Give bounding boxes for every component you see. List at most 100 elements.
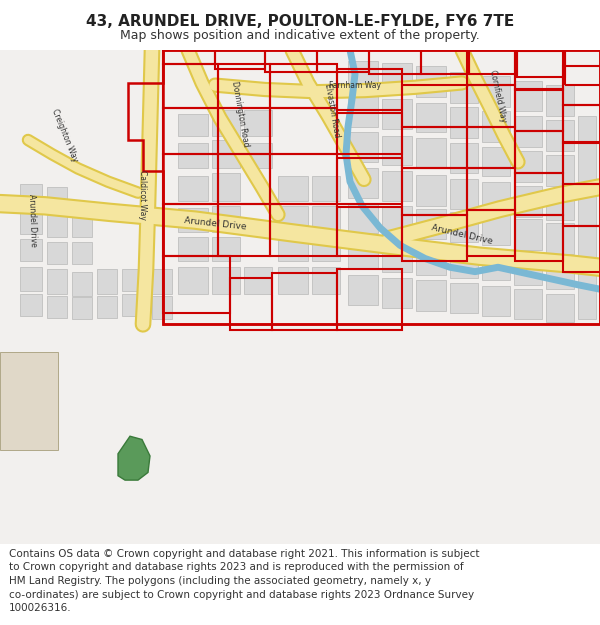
- Polygon shape: [212, 111, 240, 136]
- Text: Cornfield Way: Cornfield Way: [488, 69, 508, 123]
- Bar: [467, 169, 515, 210]
- Polygon shape: [20, 184, 42, 206]
- Bar: [218, 204, 270, 256]
- Polygon shape: [482, 250, 510, 281]
- Polygon shape: [382, 206, 412, 236]
- Polygon shape: [382, 171, 412, 201]
- Polygon shape: [20, 294, 42, 316]
- Bar: [337, 269, 402, 330]
- Text: Arundel Drive: Arundel Drive: [26, 194, 37, 247]
- Polygon shape: [278, 176, 308, 201]
- Bar: [402, 169, 467, 214]
- Polygon shape: [348, 169, 378, 198]
- Polygon shape: [152, 296, 172, 319]
- Polygon shape: [482, 286, 510, 316]
- Polygon shape: [546, 120, 574, 151]
- Polygon shape: [348, 239, 378, 269]
- Polygon shape: [514, 186, 542, 217]
- Polygon shape: [482, 214, 510, 245]
- Bar: [402, 127, 467, 169]
- Bar: [218, 108, 270, 154]
- Text: Arundel Drive: Arundel Drive: [431, 223, 493, 246]
- Text: Donnington Road: Donnington Road: [230, 80, 250, 147]
- Polygon shape: [416, 209, 446, 239]
- Bar: [467, 85, 515, 127]
- Polygon shape: [578, 116, 596, 319]
- Bar: [337, 207, 402, 256]
- Polygon shape: [416, 66, 446, 97]
- Bar: [369, 32, 421, 74]
- Polygon shape: [312, 176, 340, 201]
- Bar: [230, 278, 272, 330]
- Bar: [563, 184, 600, 226]
- Polygon shape: [416, 102, 446, 132]
- Bar: [467, 47, 515, 85]
- Polygon shape: [546, 85, 574, 116]
- Polygon shape: [546, 294, 574, 322]
- Bar: [469, 32, 517, 74]
- Bar: [515, 89, 563, 131]
- Bar: [163, 204, 218, 256]
- Polygon shape: [450, 248, 478, 278]
- Text: Map shows position and indicative extent of the property.: Map shows position and indicative extent…: [120, 29, 480, 41]
- Bar: [515, 214, 563, 261]
- Bar: [270, 154, 337, 204]
- Bar: [563, 142, 600, 184]
- Bar: [163, 256, 230, 313]
- Polygon shape: [546, 223, 574, 254]
- Polygon shape: [97, 296, 117, 318]
- Polygon shape: [20, 213, 42, 234]
- Polygon shape: [212, 140, 240, 169]
- Polygon shape: [348, 96, 378, 127]
- Bar: [402, 85, 467, 127]
- Polygon shape: [278, 236, 308, 261]
- Bar: [467, 127, 515, 169]
- Bar: [402, 214, 467, 261]
- Polygon shape: [0, 352, 58, 451]
- Bar: [421, 32, 469, 74]
- Bar: [467, 210, 515, 256]
- Polygon shape: [348, 132, 378, 162]
- Bar: [563, 66, 600, 105]
- Polygon shape: [450, 107, 478, 138]
- Polygon shape: [546, 189, 574, 220]
- Polygon shape: [47, 269, 67, 294]
- Bar: [563, 226, 600, 272]
- Polygon shape: [122, 269, 147, 291]
- Polygon shape: [244, 111, 272, 136]
- Polygon shape: [97, 269, 117, 294]
- Polygon shape: [348, 275, 378, 304]
- Bar: [270, 64, 337, 108]
- Polygon shape: [546, 156, 574, 186]
- Polygon shape: [450, 282, 478, 313]
- Bar: [270, 204, 337, 256]
- Polygon shape: [514, 151, 542, 182]
- Polygon shape: [47, 214, 67, 236]
- Text: Creighton Way: Creighton Way: [50, 108, 80, 163]
- Polygon shape: [514, 219, 542, 250]
- Polygon shape: [382, 242, 412, 272]
- Polygon shape: [72, 297, 92, 319]
- Polygon shape: [178, 143, 208, 169]
- Polygon shape: [514, 81, 542, 111]
- Polygon shape: [416, 175, 446, 206]
- Polygon shape: [178, 236, 208, 261]
- Polygon shape: [382, 278, 412, 308]
- Polygon shape: [278, 206, 308, 232]
- Bar: [218, 64, 270, 108]
- Polygon shape: [47, 242, 67, 264]
- Bar: [272, 272, 337, 330]
- Polygon shape: [312, 236, 340, 261]
- Polygon shape: [178, 114, 208, 136]
- Polygon shape: [152, 269, 172, 294]
- Polygon shape: [514, 289, 542, 319]
- Polygon shape: [47, 187, 67, 209]
- Text: Contains OS data © Crown copyright and database right 2021. This information is : Contains OS data © Crown copyright and d…: [9, 549, 479, 613]
- Bar: [270, 108, 337, 154]
- Polygon shape: [72, 214, 92, 236]
- Polygon shape: [514, 116, 542, 146]
- Bar: [265, 30, 317, 72]
- Text: Elvaston Road: Elvaston Road: [323, 82, 341, 138]
- Polygon shape: [348, 204, 378, 233]
- Bar: [515, 131, 563, 173]
